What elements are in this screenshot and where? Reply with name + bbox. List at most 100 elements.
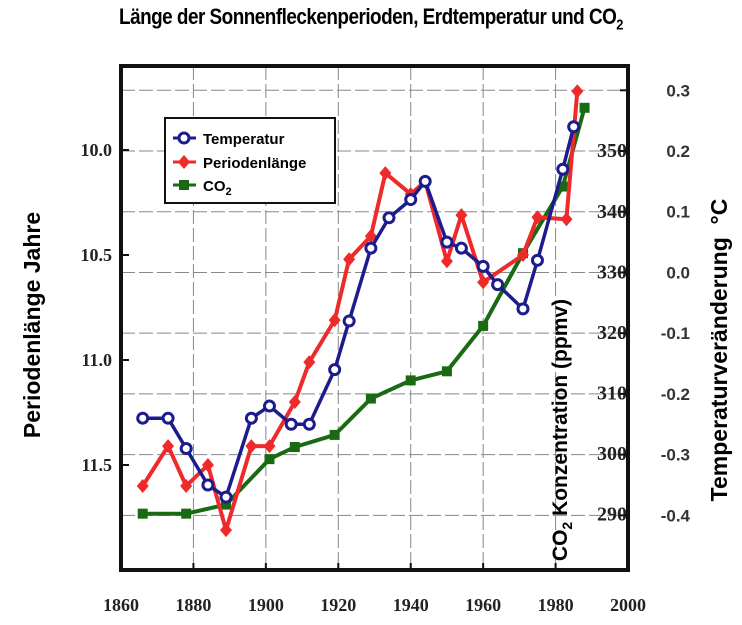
data-point (245, 439, 258, 454)
series-temperatur (136, 120, 581, 504)
temp-tick-label: 0.0 (666, 263, 690, 282)
legend-co2-marker (179, 180, 189, 190)
data-point (220, 523, 233, 538)
data-point (579, 102, 590, 113)
data-point (288, 395, 301, 409)
temp-tick-label: 0.2 (666, 142, 690, 161)
x-tick-label: 1900 (248, 595, 284, 615)
series-periodenlänge (136, 84, 584, 538)
data-point (455, 208, 468, 223)
title-text: Länge der Sonnenfleckenperioden, Erdtemp… (119, 4, 617, 29)
data-point (571, 84, 584, 99)
data-point (244, 411, 258, 425)
data-point (201, 458, 214, 472)
data-point (516, 302, 530, 316)
data-point (364, 229, 377, 244)
co2-tick-label: 310 (597, 383, 627, 405)
co2-tick-label: 290 (597, 504, 627, 526)
data-point (382, 211, 396, 225)
data-point (137, 508, 148, 519)
data-point (560, 212, 573, 227)
data-point (221, 499, 232, 510)
temp-axis-ticks: 0.3 0.2 0.1 0.0 -0.1 -0.2 -0.3 -0.4 (620, 81, 691, 525)
legend-temperature: Temperatur (203, 131, 285, 148)
data-point (379, 166, 392, 181)
data-point (365, 393, 376, 404)
temp-tick-label: 0.3 (666, 81, 690, 100)
left-tick-label: 11.5 (81, 455, 112, 475)
left-tick-label: 11.0 (81, 350, 112, 370)
series-layer (136, 84, 590, 538)
data-point (478, 320, 489, 331)
data-point (404, 193, 418, 207)
x-tick-label: 1940 (393, 595, 429, 615)
data-point (440, 254, 453, 269)
data-point (303, 355, 316, 370)
data-point (440, 235, 454, 249)
data-point (161, 411, 175, 425)
data-point (329, 429, 340, 440)
data-point (302, 417, 316, 431)
legend-temperature-marker (177, 131, 191, 145)
data-point (179, 442, 193, 456)
temp-axis-label: Temperaturveränderung °C (706, 199, 732, 502)
data-point (491, 278, 505, 292)
left-tick-label: 10.5 (81, 245, 113, 265)
co2-tick-label: 320 (597, 322, 627, 344)
x-axis-ticks: 1860 1880 1900 1920 1940 1960 1980 2000 (103, 563, 646, 615)
co2-tick-label: 330 (597, 261, 627, 283)
data-point (201, 478, 215, 492)
title-subscript: 2 (616, 16, 623, 34)
data-point (454, 241, 468, 255)
data-point (405, 375, 416, 386)
data-point (263, 439, 276, 454)
temp-tick-label: -0.3 (661, 446, 690, 465)
data-point (328, 313, 341, 328)
data-point (181, 508, 192, 519)
data-point (162, 439, 175, 454)
chart-title: Länge der Sonnenfleckenperioden, Erdtemp… (52, 4, 690, 33)
temp-tick-label: -0.4 (661, 506, 691, 525)
plot-frame (119, 64, 630, 572)
data-point (418, 174, 432, 188)
x-tick-label: 1860 (103, 595, 139, 615)
x-tick-label: 1960 (465, 595, 501, 615)
data-point (441, 366, 452, 377)
data-point (530, 253, 544, 267)
co2-tick-label: 300 (597, 443, 627, 465)
data-point (289, 442, 300, 453)
data-point (364, 241, 378, 255)
x-tick-label: 1920 (320, 595, 356, 615)
series-line (141, 91, 580, 533)
x-tick-label: 2000 (610, 595, 646, 615)
x-tick-label: 1880 (175, 595, 211, 615)
data-point (477, 275, 490, 290)
legend-co2: CO2 (203, 178, 232, 198)
legend: Temperatur Periodenlänge CO2 (164, 117, 336, 204)
co2-axis-ticks: 350 340 330 320 310 300 290 (597, 140, 627, 525)
data-point (342, 314, 356, 328)
data-point (476, 259, 490, 273)
left-tick-label: 10.0 (81, 140, 113, 160)
data-point (328, 363, 342, 377)
data-point (531, 210, 544, 225)
co2-tick-label: 340 (597, 201, 627, 223)
data-point (343, 252, 356, 267)
x-tick-label: 1980 (538, 595, 574, 615)
data-point (180, 479, 193, 493)
co2-tick-label: 350 (597, 140, 627, 162)
legend-period-marker (178, 155, 190, 169)
grid (121, 66, 628, 570)
temp-tick-label: 0.1 (666, 203, 690, 222)
legend-period-length: Periodenlänge (203, 155, 306, 172)
co2-axis-label: CO2 Konzentration (ppmv) (549, 299, 575, 561)
data-point (136, 479, 149, 493)
data-point (516, 248, 529, 262)
left-axis-ticks: 10.0 10.5 11.0 11.5 (81, 140, 129, 475)
data-point (219, 490, 233, 504)
temp-tick-label: -0.2 (661, 385, 690, 404)
left-axis-label: Periodenlänge Jahre (19, 212, 45, 438)
data-point (264, 454, 275, 465)
data-point (556, 162, 570, 176)
